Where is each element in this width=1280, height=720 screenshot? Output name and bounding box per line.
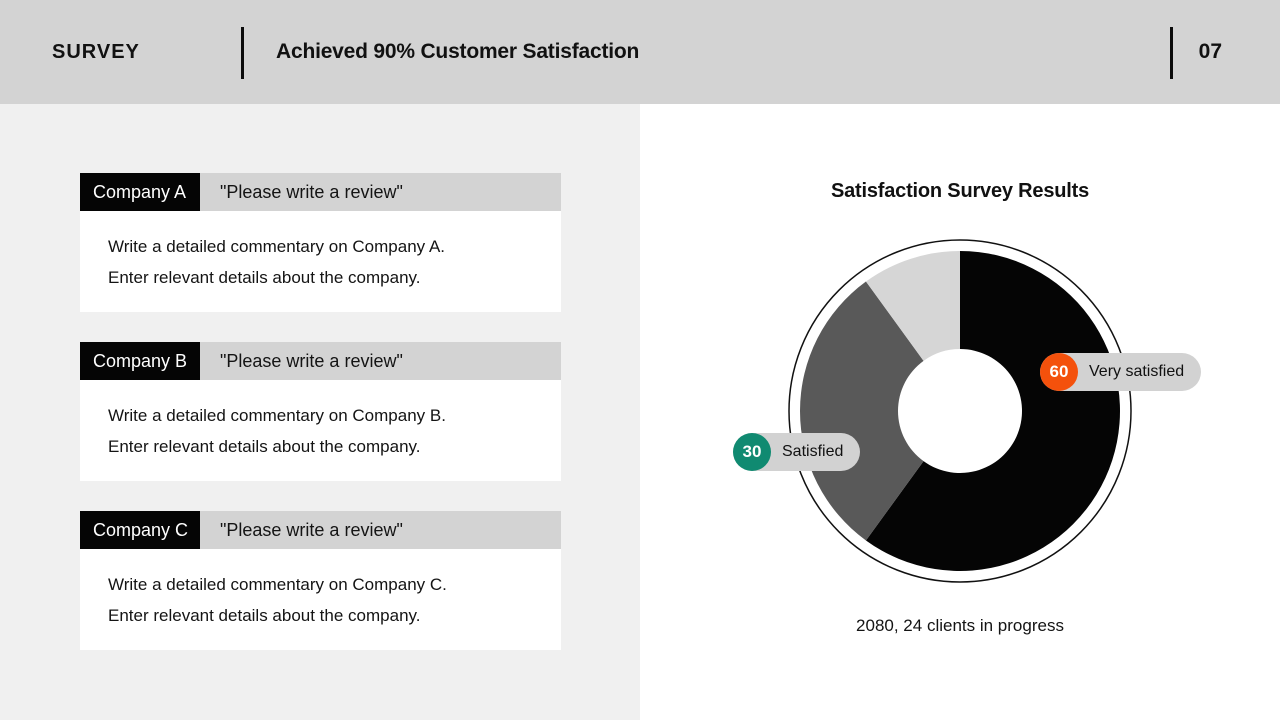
donut-segments bbox=[799, 251, 1120, 571]
chart-title: Satisfaction Survey Results bbox=[830, 180, 1090, 202]
card-body-line: Write a detailed commentary on Company C… bbox=[108, 575, 447, 594]
page-number: 07 bbox=[1198, 40, 1222, 63]
card-body-line: Enter relevant details about the company… bbox=[108, 606, 421, 625]
card-body-line: Enter relevant details about the company… bbox=[108, 437, 421, 456]
page-title: Achieved 90% Customer Satisfaction bbox=[276, 40, 640, 63]
badge-very-satisfied-label: Very satisfied bbox=[1089, 363, 1185, 380]
card-prompt: "Please write a review" bbox=[220, 519, 403, 540]
header-divider-right bbox=[1170, 27, 1173, 79]
donut-segment-very-satisfied bbox=[865, 251, 1120, 571]
survey-results-panel: Satisfaction Survey Results 60 Very sati… bbox=[640, 104, 1280, 720]
card-body: Write a detailed commentary on Company A… bbox=[80, 211, 561, 312]
badge-very-satisfied: 60 Very satisfied bbox=[1040, 353, 1202, 391]
company-c-tab: Company C bbox=[80, 511, 200, 549]
slide-header: SURVEY Achieved 90% Customer Satisfactio… bbox=[0, 0, 1280, 104]
review-card-company-c: Company C "Please write a review" Write … bbox=[80, 511, 561, 650]
company-b-tab: Company B bbox=[80, 342, 200, 380]
badge-satisfied-label: Satisfied bbox=[782, 443, 844, 460]
donut-outline-ring bbox=[788, 239, 1132, 583]
card-prompt: "Please write a review" bbox=[220, 350, 403, 371]
card-body-line: Write a detailed commentary on Company A… bbox=[108, 237, 446, 256]
badge-satisfied: 30 Satisfied bbox=[733, 433, 861, 471]
badge-very-satisfied-value: 60 bbox=[1040, 353, 1078, 391]
card-body-line: Enter relevant details about the company… bbox=[108, 268, 421, 287]
donut-chart bbox=[788, 239, 1132, 583]
card-header: Company C "Please write a review" bbox=[80, 511, 561, 549]
company-a-tab: Company A bbox=[80, 173, 200, 211]
review-card-company-b: Company B "Please write a review" Write … bbox=[80, 342, 561, 481]
badge-satisfied-value: 30 bbox=[733, 433, 771, 471]
review-cards-panel: Company A "Please write a review" Write … bbox=[0, 104, 640, 720]
header-kicker: SURVEY bbox=[52, 40, 140, 63]
card-prompt: "Please write a review" bbox=[220, 181, 403, 202]
card-header: Company B "Please write a review" bbox=[80, 342, 561, 380]
donut-segment-other bbox=[865, 251, 960, 361]
card-body: Write a detailed commentary on Company C… bbox=[80, 549, 561, 650]
donut-segment-satisfied bbox=[799, 281, 924, 541]
card-body: Write a detailed commentary on Company B… bbox=[80, 380, 561, 481]
review-card-company-a: Company A "Please write a review" Write … bbox=[80, 173, 561, 312]
chart-caption: 2080, 24 clients in progress bbox=[856, 616, 1064, 635]
card-header: Company A "Please write a review" bbox=[80, 173, 561, 211]
header-divider-left bbox=[241, 27, 244, 79]
card-body-line: Write a detailed commentary on Company B… bbox=[108, 406, 446, 425]
